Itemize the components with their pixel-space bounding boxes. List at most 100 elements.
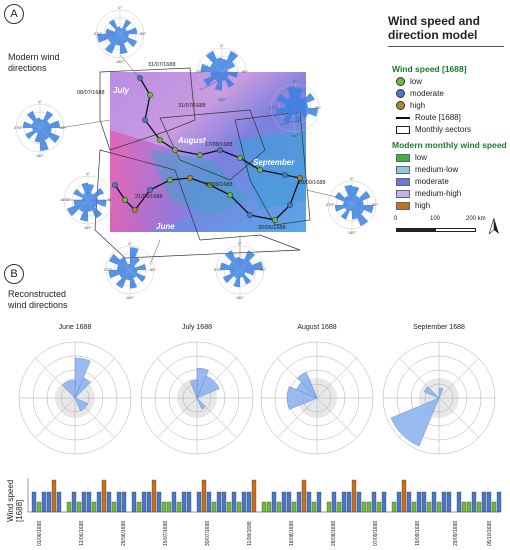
legend-wind-low-label: low xyxy=(410,77,423,86)
rose-south-label: 180° xyxy=(36,153,45,158)
rose-north-label: 0° xyxy=(118,5,122,10)
rose-title-june: June 1688 xyxy=(58,324,92,331)
rose-north-label: 0° xyxy=(238,241,242,246)
rose-west-label: 270° xyxy=(326,202,335,207)
timeline-date-label: 29/06/1688 xyxy=(121,520,127,546)
timeline-date-label: 12/06/1688 xyxy=(79,520,85,546)
legend-modern-medium-high-label: medium-high xyxy=(415,189,462,198)
timeline-bar xyxy=(166,501,172,513)
timeline-bar xyxy=(406,491,412,513)
swatch-icon xyxy=(396,153,410,162)
timeline-bar xyxy=(356,491,362,513)
timeline-date-label: 07/09/1688 xyxy=(373,520,379,546)
timeline-bar xyxy=(146,491,152,513)
timeline-bar xyxy=(486,491,492,513)
timeline-bar xyxy=(221,491,227,513)
scale-bar xyxy=(396,228,476,232)
timeline-date-label: 01/06/1688 xyxy=(37,520,43,546)
timeline-bar xyxy=(266,501,272,513)
timeline-bar xyxy=(76,501,82,513)
legend-modern-medium-high: medium-high xyxy=(396,189,461,198)
rose-west-label: 270° xyxy=(196,69,205,74)
timeline-bar xyxy=(471,491,477,513)
legend-wind-moderate-label: moderate xyxy=(410,89,444,98)
timeline-bar xyxy=(301,479,307,513)
timeline-bar xyxy=(111,501,117,513)
legend-modern-high-label: high xyxy=(415,201,431,210)
legend-modern-head: Modern monthly wind speed xyxy=(392,140,507,150)
timeline-bar xyxy=(491,501,497,513)
timeline-bar xyxy=(466,501,472,513)
timeline-bar xyxy=(341,491,347,513)
timeline-bar xyxy=(241,491,247,513)
modern-rose: 0° 90° 180° 270° xyxy=(14,99,66,158)
timeline-bar xyxy=(351,479,357,513)
month-label-july: July xyxy=(113,86,130,95)
monthly-rose xyxy=(260,341,374,455)
rose-east-label: 90° xyxy=(108,197,114,202)
legend-wind-low: low xyxy=(396,77,422,86)
timeline-bar xyxy=(216,491,222,513)
legend-modern-medium-low: medium-low xyxy=(396,165,458,174)
map-date-1: 31/07/1688 xyxy=(148,62,176,68)
timeline-bar xyxy=(91,501,97,513)
timeline-bar xyxy=(161,501,167,513)
map-date-8: 30/06/1688 xyxy=(258,225,286,231)
modern-rose: 0° 90° 180° 270° xyxy=(196,43,248,102)
rose-west-label: 270° xyxy=(14,125,23,130)
timeline-bar xyxy=(151,479,157,513)
rose-north-label: 0° xyxy=(128,241,132,246)
rose-title-august: August 1688 xyxy=(297,324,337,331)
timeline-bar xyxy=(206,491,212,513)
swatch-icon xyxy=(396,189,410,198)
rose-south-label: 180° xyxy=(116,59,125,64)
legend-wind-high-label: high xyxy=(410,101,426,110)
rose-title-july: July 1688 xyxy=(182,324,212,331)
rose-east-label: 90° xyxy=(242,69,248,74)
timeline-bar xyxy=(156,491,162,513)
timeline-date-label: 15/07/1688 xyxy=(163,520,169,546)
timeline-bar xyxy=(496,491,502,513)
swatch-icon xyxy=(396,165,410,174)
modern-rose: 0° 90° 180° 270° xyxy=(94,5,146,64)
timeline-bar xyxy=(231,491,237,513)
scale-end: 200 km xyxy=(466,216,486,222)
legend-dot-icon xyxy=(396,101,405,110)
rose-west-label: 270° xyxy=(94,31,103,36)
legend-route: Route [1688] xyxy=(396,113,461,122)
rose-east-label: 90° xyxy=(372,202,378,207)
timeline-date-label: 29/09/1688 xyxy=(453,520,459,546)
map-green-area xyxy=(150,150,250,215)
timeline-bar xyxy=(481,491,487,513)
timeline-bar xyxy=(121,491,127,513)
month-label-september: September xyxy=(253,158,295,167)
rose-east-label: 90° xyxy=(140,31,146,36)
timeline-bar xyxy=(476,501,482,513)
timeline-bar xyxy=(196,491,202,513)
legend-modern-moderate-label: moderate xyxy=(415,177,449,186)
modern-rose: 0° 90° 180° 270° xyxy=(326,176,378,235)
legend-title-rule xyxy=(388,46,504,47)
timeline-bar xyxy=(106,491,112,513)
timeline-bar xyxy=(396,491,402,513)
map-date-4: 17/08/1688 xyxy=(205,142,233,148)
legend-modern-medium-low-label: medium-low xyxy=(415,165,459,174)
timeline-bar xyxy=(141,491,147,513)
timeline-bar xyxy=(391,501,397,513)
timeline-bar xyxy=(186,491,192,513)
timeline-date-label: 05/10/1688 xyxy=(487,520,493,546)
rose-east-label: 90° xyxy=(260,267,266,272)
timeline-bar xyxy=(286,491,292,513)
timeline-bar xyxy=(311,501,317,513)
sector-july xyxy=(99,67,196,151)
scale-mid: 100 xyxy=(430,216,441,222)
map-date-5: 09/06/1688 xyxy=(205,182,233,188)
route-line xyxy=(114,77,301,221)
rose-north-label: 0° xyxy=(38,99,42,104)
timeline-bar xyxy=(346,491,352,513)
timeline-bar xyxy=(31,491,37,513)
rose-south-label: 180° xyxy=(291,133,300,138)
timeline-date-label: 28/08/1688 xyxy=(331,520,337,546)
timeline-bar xyxy=(96,491,102,513)
